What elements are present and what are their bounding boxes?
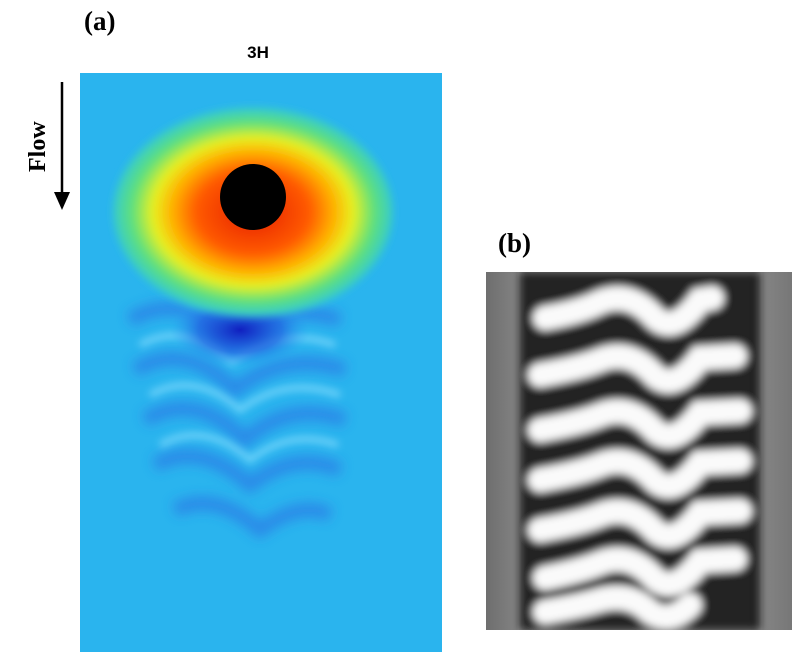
flow-arrow: [54, 82, 70, 210]
flow-label: Flow: [25, 121, 51, 172]
panel-b-image: [486, 272, 792, 630]
panel-label: (a): [84, 6, 115, 36]
panel-title: 3H: [247, 43, 269, 62]
panel-a-image: [80, 73, 442, 652]
panel-label: (b): [498, 228, 531, 258]
